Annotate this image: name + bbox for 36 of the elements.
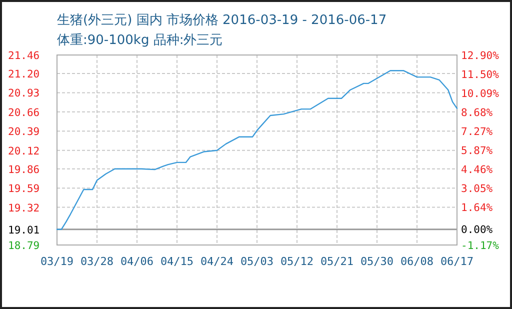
y2-tick-label: 4.46% (461, 164, 494, 176)
y2-tick-label: 12.90% (461, 50, 500, 62)
y-tick-label: 20.66 (8, 106, 40, 119)
y2-tick-label: 1.64% (461, 202, 494, 214)
y-tick-label: 21.20 (8, 68, 40, 80)
y-tick-label: 20.93 (8, 88, 40, 100)
y-tick-label: 19.01 (8, 224, 40, 236)
y2-tick-label: 11.50% (461, 68, 500, 81)
x-tick-label: 05/03 (240, 255, 274, 268)
y2-tick-label: 5.87% (461, 144, 494, 157)
x-tick-label: 04/15 (160, 255, 194, 268)
x-tick-label: 04/24 (200, 255, 234, 268)
y2-tick-label: 3.05% (461, 183, 494, 196)
chart-subtitle: 体重:90-100kg 品种:外三元 (57, 33, 223, 48)
y-tick-label: 20.12 (8, 145, 40, 158)
x-tick-label: 06/08 (400, 255, 434, 268)
y-tick-label: 18.79 (8, 240, 40, 252)
y-tick-label: 21.46 (8, 50, 40, 62)
chart-title: 生猪(外三元) 国内 市场价格 2016-03-19 - 2016-06-17 (57, 13, 387, 28)
y2-tick-label: 10.09% (461, 88, 500, 100)
x-tick-label: 04/06 (120, 255, 154, 268)
x-tick-label: 05/21 (320, 255, 354, 268)
y-tick-label: 19.59 (8, 183, 40, 196)
x-tick-label: 03/19 (40, 255, 74, 268)
x-tick-label: 05/12 (280, 255, 314, 268)
y2-tick-label: -1.17% (461, 240, 500, 252)
x-tick-label: 05/30 (360, 255, 394, 268)
y-tick-label: 19.86 (8, 164, 40, 176)
y-tick-label: 20.39 (8, 126, 40, 138)
x-tick-label: 03/28 (80, 255, 114, 268)
y2-tick-label: 8.68% (461, 106, 494, 119)
y2-tick-label: 7.27% (461, 126, 494, 138)
y-tick-label: 19.32 (8, 202, 40, 214)
y2-tick-label: 0.00% (461, 224, 494, 236)
line-series (56, 70, 458, 230)
x-tick-label: 06/17 (440, 255, 474, 268)
